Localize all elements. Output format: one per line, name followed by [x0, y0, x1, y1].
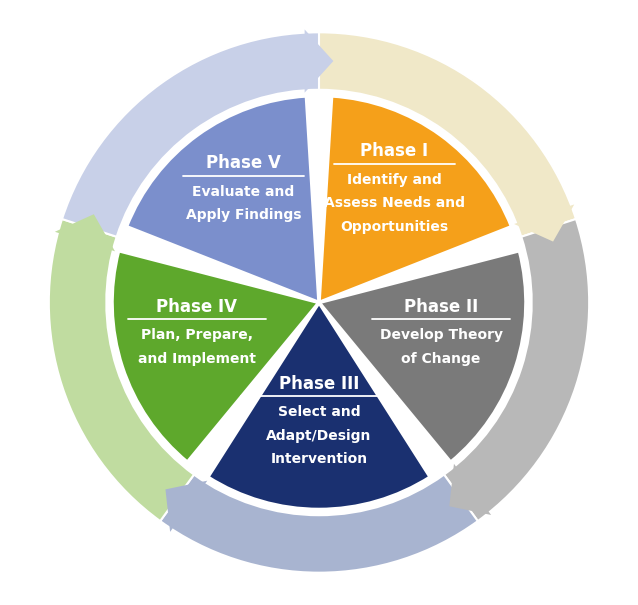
Polygon shape [55, 214, 115, 251]
Text: Adapt/Design: Adapt/Design [266, 428, 372, 443]
Wedge shape [126, 96, 319, 302]
Text: Intervention: Intervention [271, 452, 367, 466]
Text: Opportunities: Opportunities [340, 220, 449, 234]
Text: Select and: Select and [278, 405, 360, 419]
Text: of Change: of Change [401, 352, 480, 365]
Wedge shape [444, 219, 589, 521]
Polygon shape [165, 481, 207, 532]
Text: Plan, Prepare,: Plan, Prepare, [141, 328, 253, 342]
Wedge shape [49, 219, 194, 521]
Text: Phase V: Phase V [206, 154, 281, 172]
Wedge shape [208, 302, 430, 509]
Text: and Implement: and Implement [138, 352, 256, 365]
Wedge shape [160, 474, 478, 573]
Wedge shape [319, 96, 512, 302]
Wedge shape [319, 32, 576, 237]
Text: Apply Findings: Apply Findings [186, 208, 301, 222]
Wedge shape [112, 250, 319, 462]
Text: Phase I: Phase I [360, 142, 429, 160]
Text: Evaluate and: Evaluate and [193, 185, 295, 198]
Text: Assess Needs and: Assess Needs and [324, 197, 465, 211]
Text: Phase II: Phase II [404, 298, 478, 316]
Text: Identify and: Identify and [347, 173, 441, 187]
Polygon shape [449, 464, 491, 515]
Polygon shape [304, 30, 334, 93]
Wedge shape [319, 250, 526, 462]
Text: Develop Theory: Develop Theory [380, 328, 503, 342]
Wedge shape [62, 32, 319, 237]
Text: Phase III: Phase III [279, 374, 359, 393]
Polygon shape [514, 204, 574, 241]
Text: Phase IV: Phase IV [156, 298, 237, 316]
